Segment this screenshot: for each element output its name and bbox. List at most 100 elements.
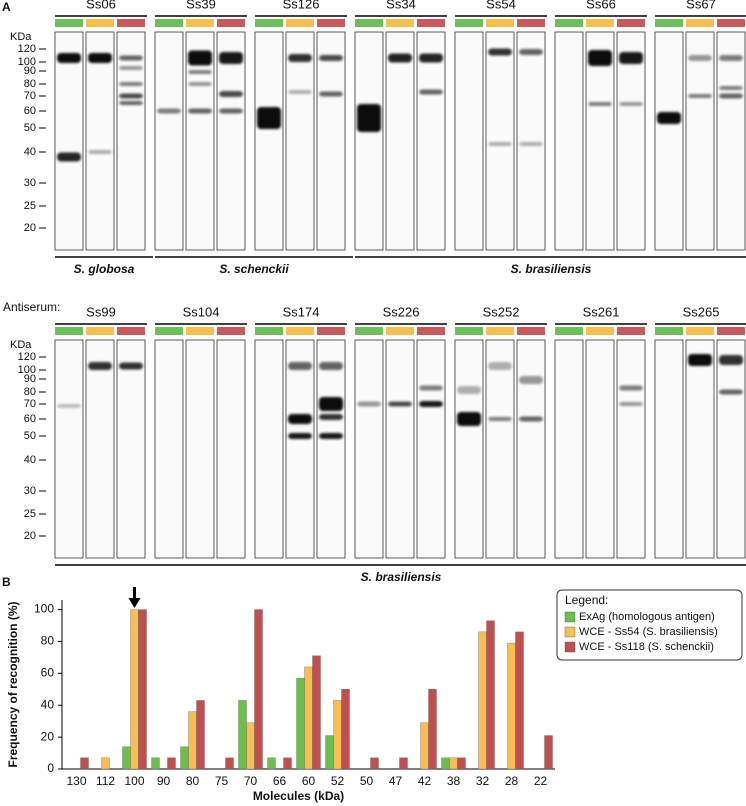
lane-color-bar [117,327,145,335]
x-tick-label: 90 [157,774,171,788]
blot-lane [216,31,246,251]
blot-band [419,385,443,391]
blot-lane [454,339,484,559]
bar [167,757,176,770]
antiserum-label: Ss265 [683,304,720,319]
lane-color-bar [586,19,614,27]
lane-color-bar [655,327,683,335]
bar [486,620,495,770]
blot-band [188,70,212,74]
antiserum-label: Ss39 [186,0,216,11]
marker-label: 30 [24,177,36,189]
lane-color-bar [517,327,545,335]
bar [515,631,524,770]
antiserum-label: Ss261 [583,304,620,319]
blot-band [188,50,212,66]
lane-color-bar [486,327,514,335]
lane-color-bar [155,327,183,335]
blot-lane [385,339,415,559]
x-tick-label: 112 [96,774,115,788]
blot-band [619,52,643,64]
blot-band [119,362,143,370]
marker-label: 100 [18,364,36,376]
blot-lane [654,31,684,251]
blot-lane [216,339,246,559]
blot-lane [85,31,115,251]
blot-band [488,362,512,370]
marker-label: 100 [18,56,36,68]
blot-band [119,101,143,105]
blot-band [88,53,112,63]
x-tick-label: 70 [244,774,258,788]
x-tick-label: 50 [360,774,374,788]
species-label: S. globosa [74,262,135,276]
panel-label: A [2,0,11,14]
blot-band [719,389,743,395]
lane-color-bar [455,327,483,335]
row-prefix: Antiserum: [3,300,60,314]
blot-band [119,55,143,61]
blot-lane [485,339,515,559]
blot-band [619,102,643,106]
marker-title: KDa [10,339,32,351]
blot-band [719,93,743,99]
bar [254,609,263,770]
legend-swatch [564,611,576,623]
lane-color-bar [355,327,383,335]
lane-color-bar [186,19,214,27]
blot-band [688,55,712,61]
blot-band [619,385,643,391]
blot-band [619,402,643,406]
lane-color-bar [517,19,545,27]
bar [341,689,350,770]
antiserum-label: Ss252 [483,304,520,319]
x-tick-label: 100 [124,774,144,788]
blot-band [688,354,712,366]
blot-lane [416,31,446,251]
blot-band [719,86,743,90]
blot-lane [54,339,84,559]
marker-label: 80 [24,78,36,90]
bar [312,655,321,770]
blot-band [457,386,481,394]
y-tick-label: 20 [41,729,55,743]
lane-color-bar [717,327,745,335]
lane-color-bar [617,327,645,335]
y-tick-label: 80 [41,634,55,648]
blot-band [288,362,312,370]
x-tick-label: 60 [302,774,316,788]
legend-label: WCE - Ss54 (S. brasiliensis) [579,626,718,638]
lane-color-bar [455,19,483,27]
y-tick-label: 40 [41,697,55,711]
x-tick-label: 42 [418,774,432,788]
blot-band [419,89,443,95]
legend-swatch [564,626,576,638]
marker-label: 40 [24,146,36,158]
blot-lane [154,31,184,251]
x-tick-label: 66 [273,774,287,788]
lane-color-bar [317,327,345,335]
blot-band [57,404,81,408]
x-tick-label: 80 [186,774,200,788]
lane-color-bar [255,19,283,27]
blot-band [288,54,312,62]
blot-band [719,355,743,365]
antiserum-label: Ss126 [283,0,320,11]
blot-lane [585,339,615,559]
blot-band [357,401,381,407]
blot-band [488,142,512,146]
blot-lane [116,31,146,251]
lane-color-bar [217,327,245,335]
blot-band [419,401,443,407]
blot-lane [85,339,115,559]
species-label: S. brasiliensis [361,570,442,584]
blot-band [357,104,381,132]
blot-band [188,82,212,86]
lane-color-bar [686,327,714,335]
species-label: S. brasiliensis [511,262,592,276]
bar [507,642,516,770]
blot-lane [454,31,484,251]
legend-label: WCE - Ss118 (S. schenckii) [579,641,714,653]
antiserum-label: Ss174 [283,304,320,319]
marker-label: 90 [24,373,36,385]
